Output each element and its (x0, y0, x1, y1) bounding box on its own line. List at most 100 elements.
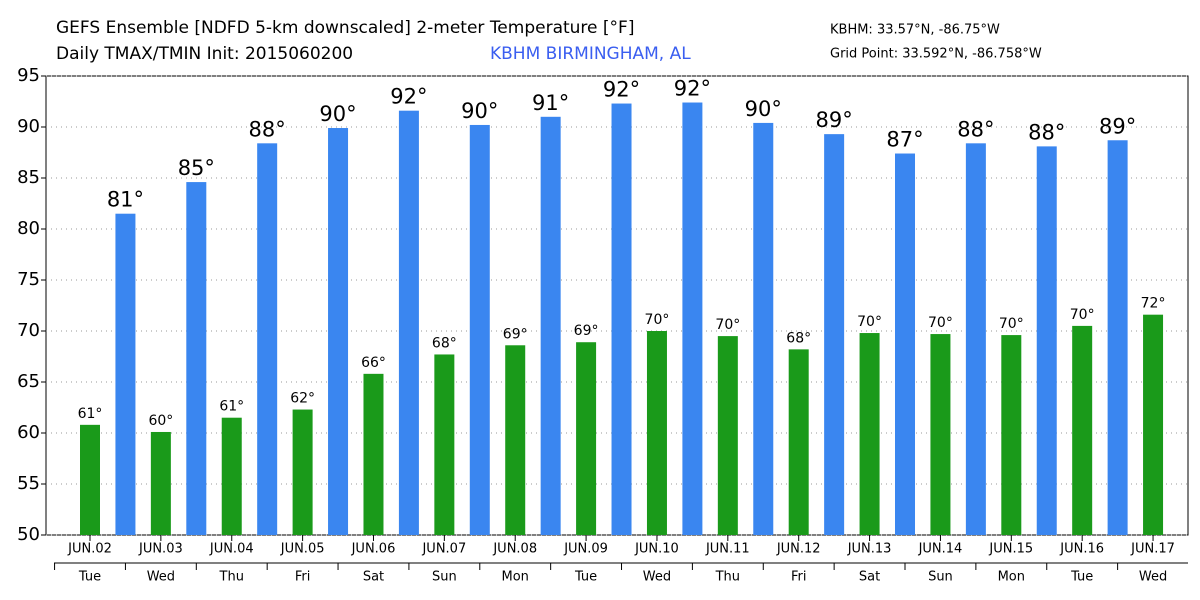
y-tick-label: 70 (17, 320, 40, 341)
bar (257, 143, 278, 535)
x-tick-label: JUN.09 (563, 542, 608, 557)
bar (682, 102, 703, 536)
weekday-label: Tue (574, 570, 597, 585)
bar (80, 424, 100, 535)
data-label: 66° (361, 355, 386, 371)
data-label: 92° (390, 85, 427, 109)
bar (328, 128, 349, 535)
x-tick-label: JUN.06 (351, 542, 396, 557)
data-label: 70° (999, 316, 1024, 332)
weekday-label: Sun (928, 570, 953, 585)
bar (965, 143, 986, 535)
bar (1036, 146, 1057, 535)
data-label: 70° (928, 315, 953, 331)
weekday-label: Mon (502, 570, 529, 585)
data-label: 91° (532, 91, 569, 115)
weekday-label: Wed (147, 570, 175, 585)
data-label: 68° (786, 330, 811, 346)
bar (1072, 325, 1093, 535)
weekday-label: Thu (715, 570, 740, 585)
weekday-label: Thu (219, 570, 244, 585)
weekday-label: Mon (998, 570, 1025, 585)
data-label: 61° (78, 406, 103, 422)
y-tick-label: 85 (17, 167, 40, 188)
bar (717, 336, 738, 535)
grid-point: Grid Point: 33.592°N, -86.758°W (830, 47, 1042, 62)
data-label: 69° (503, 326, 528, 342)
bar (505, 345, 526, 535)
y-tick-label: 60 (17, 422, 40, 443)
weekday-label: Fri (295, 570, 311, 585)
data-label: 88° (249, 117, 286, 141)
bar (824, 134, 845, 535)
y-tick-label: 90 (17, 116, 40, 137)
bar (540, 116, 561, 536)
y-tick-label: 80 (17, 218, 40, 239)
x-tick-label: JUN.10 (634, 542, 679, 557)
chart-title: GEFS Ensemble [NDFD 5-km downscaled] 2-m… (56, 18, 634, 38)
bar (1107, 140, 1128, 535)
bar (646, 331, 667, 535)
weekday-label: Tue (78, 570, 101, 585)
data-label: 62° (290, 391, 315, 407)
bar (434, 354, 455, 535)
x-tick-label: JUN.05 (280, 542, 325, 557)
weekday-label: Fri (791, 570, 807, 585)
bar (788, 349, 809, 535)
data-label: 81° (107, 188, 144, 212)
data-label: 88° (957, 117, 994, 141)
weekday-label: Wed (1139, 570, 1167, 585)
data-label: 70° (715, 317, 740, 333)
bar (859, 333, 880, 535)
bar (186, 182, 207, 535)
x-tick-label: JUN.17 (1130, 542, 1175, 557)
y-tick-label: 65 (17, 371, 40, 392)
bar (398, 110, 419, 536)
bar (150, 431, 171, 535)
x-tick-label: JUN.04 (209, 542, 254, 557)
data-label: 90° (319, 102, 356, 126)
data-label: 92° (603, 78, 640, 102)
x-tick-label: JUN.12 (776, 542, 821, 557)
x-tick-label: JUN.13 (847, 542, 892, 557)
x-tick-label: JUN.07 (421, 542, 466, 557)
y-tick-label: 50 (17, 524, 40, 545)
data-label: 60° (148, 413, 173, 429)
weekday-label: Tue (1070, 570, 1093, 585)
bar (895, 153, 916, 535)
x-tick-label: JUN.11 (705, 542, 750, 557)
bar (221, 417, 242, 535)
data-label: 88° (1028, 120, 1065, 144)
data-label: 89° (1099, 114, 1136, 138)
data-label: 72° (1141, 296, 1166, 312)
y-tick-label: 95 (17, 65, 40, 86)
x-tick-label: JUN.15 (988, 542, 1033, 557)
x-tick-label: JUN.02 (67, 542, 112, 557)
bar (1143, 314, 1164, 535)
data-label: 89° (816, 108, 853, 132)
y-tick-label: 55 (17, 473, 40, 494)
weekday-label: Sat (363, 570, 384, 585)
x-tick-label: JUN.14 (918, 542, 963, 557)
data-label: 85° (178, 156, 215, 180)
bar (611, 103, 632, 535)
chart-subtitle: Daily TMAX/TMIN Init: 2015060200 (56, 44, 353, 64)
bar (930, 334, 951, 535)
data-label: 68° (432, 335, 457, 351)
data-label: 70° (645, 312, 670, 328)
data-label: 90° (745, 97, 782, 121)
weekday-label: Wed (643, 570, 671, 585)
data-label: 87° (886, 128, 923, 152)
x-tick-label: JUN.08 (492, 542, 537, 557)
data-label: 90° (461, 99, 498, 123)
weekday-label: Sat (859, 570, 880, 585)
station-name: KBHM BIRMINGHAM, AL (490, 44, 691, 64)
data-label: 69° (574, 323, 599, 339)
bar (1001, 335, 1022, 535)
bar (115, 213, 136, 535)
bar (363, 373, 384, 535)
x-tick-label: JUN.03 (138, 542, 183, 557)
bar (292, 409, 313, 535)
bar (576, 342, 597, 535)
